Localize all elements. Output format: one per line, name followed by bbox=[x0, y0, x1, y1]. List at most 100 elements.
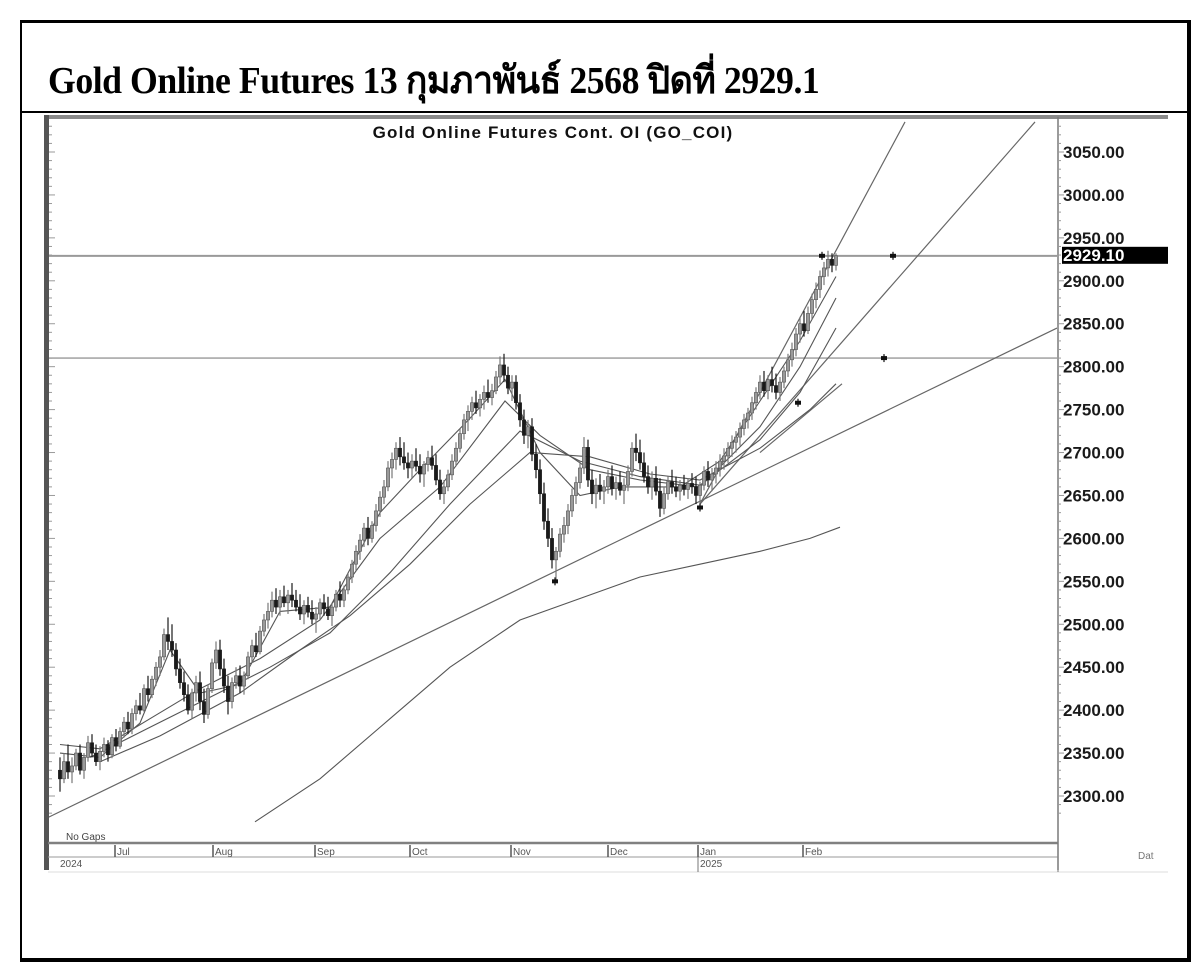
month-label: Jul bbox=[117, 847, 130, 858]
candle bbox=[246, 656, 250, 677]
candle bbox=[414, 460, 418, 467]
year-label: 2025 bbox=[700, 859, 723, 870]
candle bbox=[754, 392, 758, 404]
candle bbox=[586, 447, 590, 481]
candle bbox=[114, 737, 118, 747]
candle bbox=[370, 525, 374, 539]
candle bbox=[198, 682, 202, 702]
candle bbox=[74, 752, 78, 767]
candle bbox=[486, 392, 490, 398]
candle bbox=[110, 737, 114, 756]
candle bbox=[330, 606, 334, 616]
moving-average-line bbox=[99, 383, 837, 763]
candle bbox=[242, 675, 246, 687]
candle bbox=[422, 464, 426, 475]
candle bbox=[638, 452, 642, 464]
candle bbox=[118, 731, 122, 747]
last-price-badge: 2929.10 bbox=[1062, 246, 1168, 265]
moving-average-line bbox=[254, 526, 841, 823]
candle bbox=[86, 742, 90, 758]
candle bbox=[190, 692, 194, 711]
candle bbox=[126, 721, 130, 730]
candle bbox=[186, 694, 190, 711]
candle bbox=[358, 539, 362, 552]
chart-title: Gold Online Futures Cont. OI (GO_COI) bbox=[373, 123, 734, 142]
candle bbox=[58, 769, 62, 780]
candle bbox=[670, 481, 674, 488]
candle bbox=[622, 484, 626, 491]
candle bbox=[646, 476, 650, 488]
last-price-label: 2929.10 bbox=[1063, 246, 1124, 265]
candle bbox=[286, 594, 290, 604]
candle bbox=[778, 381, 782, 393]
candle bbox=[518, 402, 522, 421]
candle bbox=[678, 484, 682, 492]
y-tick-label: 2700.00 bbox=[1063, 444, 1124, 463]
candle bbox=[654, 477, 658, 492]
candle bbox=[398, 447, 402, 458]
candle bbox=[818, 276, 822, 290]
candle bbox=[362, 527, 366, 541]
candle bbox=[166, 634, 170, 642]
candle bbox=[786, 359, 790, 372]
candle bbox=[178, 668, 182, 683]
candle bbox=[170, 641, 174, 651]
candle bbox=[814, 289, 818, 300]
candle bbox=[150, 678, 154, 695]
candle bbox=[122, 721, 126, 732]
candle bbox=[510, 381, 514, 389]
y-tick-label: 2650.00 bbox=[1063, 486, 1124, 505]
candle bbox=[446, 474, 450, 488]
candle bbox=[218, 649, 222, 670]
candle bbox=[94, 752, 98, 762]
candle bbox=[834, 255, 838, 266]
y-tick-label: 2600.00 bbox=[1063, 529, 1124, 548]
candle bbox=[374, 510, 378, 526]
candle bbox=[62, 761, 66, 780]
candle bbox=[382, 486, 386, 498]
candle bbox=[538, 469, 542, 495]
y-tick-label: 2500.00 bbox=[1063, 615, 1124, 634]
candle bbox=[226, 685, 230, 702]
candle bbox=[770, 379, 774, 386]
month-label: Dec bbox=[610, 847, 628, 858]
y-tick-label: 2350.00 bbox=[1063, 744, 1124, 763]
candle bbox=[474, 402, 478, 409]
candle bbox=[394, 447, 398, 460]
candle bbox=[274, 599, 278, 608]
candle bbox=[142, 688, 146, 711]
time-axis-years: 2024 2025 bbox=[60, 859, 723, 870]
candle bbox=[566, 510, 570, 526]
candle bbox=[342, 589, 346, 601]
candle bbox=[306, 605, 310, 613]
candle bbox=[798, 323, 802, 335]
pivot-markers bbox=[552, 251, 896, 586]
y-tick-label: 2900.00 bbox=[1063, 272, 1124, 291]
candle bbox=[594, 484, 598, 495]
candle bbox=[522, 419, 526, 436]
candle bbox=[214, 649, 218, 664]
candle bbox=[822, 267, 826, 277]
candle bbox=[138, 705, 142, 711]
candle bbox=[766, 379, 770, 392]
candle bbox=[322, 602, 326, 610]
candle bbox=[466, 411, 470, 421]
candle bbox=[530, 426, 534, 455]
candle bbox=[254, 645, 258, 653]
candle bbox=[366, 527, 370, 539]
candle bbox=[202, 701, 206, 715]
candle bbox=[702, 471, 706, 486]
candle bbox=[774, 385, 778, 393]
candle bbox=[334, 593, 338, 608]
candle bbox=[294, 599, 298, 608]
candle bbox=[710, 473, 714, 481]
candle bbox=[630, 447, 634, 472]
candle bbox=[694, 486, 698, 496]
candle bbox=[618, 482, 622, 491]
candle bbox=[642, 462, 646, 477]
candle bbox=[482, 392, 486, 400]
candle bbox=[558, 533, 562, 552]
candle bbox=[626, 471, 630, 486]
candle bbox=[794, 333, 798, 350]
page-title: Gold Online Futures 13 กุมภาพันธ์ 2568 ป… bbox=[48, 60, 820, 102]
